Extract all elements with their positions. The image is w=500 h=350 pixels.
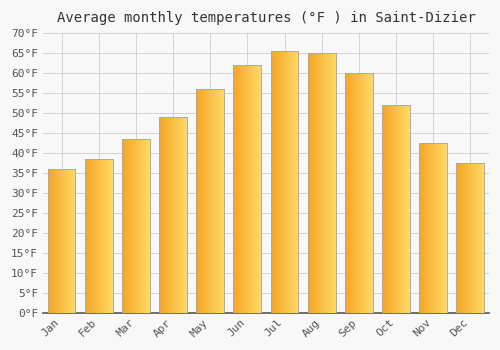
Bar	[159, 117, 187, 313]
Bar	[345, 73, 373, 313]
Bar	[122, 139, 150, 313]
Bar	[234, 65, 262, 313]
Bar	[382, 105, 410, 313]
Title: Average monthly temperatures (°F ) in Saint-Dizier: Average monthly temperatures (°F ) in Sa…	[56, 11, 476, 25]
Bar	[85, 159, 112, 313]
Bar	[419, 143, 447, 313]
Bar	[308, 53, 336, 313]
Bar	[270, 51, 298, 313]
Bar	[196, 89, 224, 313]
Bar	[456, 163, 484, 313]
Bar	[48, 169, 76, 313]
